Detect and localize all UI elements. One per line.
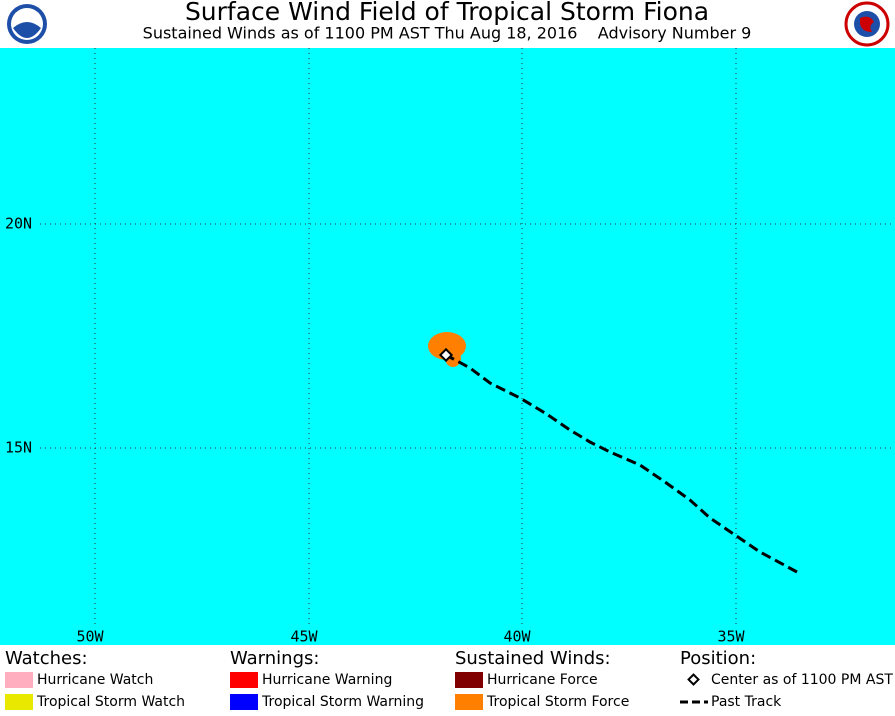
legend-heading: Warnings: (230, 648, 319, 669)
legend-item: Tropical Storm Force (486, 694, 629, 710)
legend-swatch (5, 672, 33, 688)
legend-item: Hurricane Watch (37, 672, 153, 688)
legend-heading: Sustained Winds: (455, 648, 611, 669)
nws-logo (844, 1, 890, 47)
legend-item: Past Track (711, 694, 782, 710)
legend-swatch (455, 694, 483, 710)
noaa-logo (7, 4, 47, 44)
longitude-label: 45W (290, 628, 318, 646)
legend-item: Hurricane Warning (262, 672, 392, 688)
past-track (445, 353, 798, 574)
legend-item: Hurricane Force (487, 672, 598, 688)
legend-item: Tropical Storm Watch (36, 694, 185, 710)
longitude-label: 40W (503, 628, 531, 646)
graticule (40, 48, 895, 628)
latitude-label: 20N (5, 215, 32, 233)
legend: Watches: Hurricane Watch Tropical Storm … (5, 648, 893, 710)
legend-symbol (687, 673, 700, 686)
storm-center (438, 347, 454, 363)
legend-item: Tropical Storm Warning (261, 694, 424, 710)
legend-swatch (455, 672, 483, 688)
legend-swatch (230, 694, 258, 710)
legend-heading: Watches: (5, 648, 88, 669)
legend-swatch (230, 672, 258, 688)
legend-swatch (5, 694, 33, 710)
title: Surface Wind Field of Tropical Storm Fio… (185, 0, 709, 26)
longitude-label: 35W (717, 628, 745, 646)
legend-heading: Position: (680, 648, 756, 669)
subtitle: Sustained Winds as of 1100 PM AST Thu Au… (143, 24, 752, 43)
legend-item: Center as of 1100 PM AST (711, 672, 893, 688)
latitude-label: 15N (5, 439, 32, 457)
longitude-label: 50W (76, 628, 104, 646)
